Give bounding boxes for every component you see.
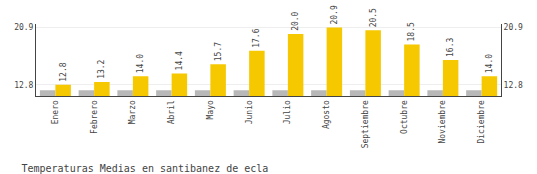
svg-text:20.9: 20.9 xyxy=(14,23,33,32)
svg-text:12.8: 12.8 xyxy=(14,81,33,90)
svg-text:Noviembre: Noviembre xyxy=(438,100,447,144)
svg-text:Septiembre: Septiembre xyxy=(361,100,370,148)
svg-text:12.8: 12.8 xyxy=(504,81,523,90)
svg-text:12.8: 12.8 xyxy=(59,62,68,81)
svg-text:Octubre: Octubre xyxy=(400,100,409,134)
svg-text:15.7: 15.7 xyxy=(214,42,223,61)
svg-text:16.3: 16.3 xyxy=(446,38,455,57)
svg-text:14.4: 14.4 xyxy=(175,51,184,70)
svg-text:18.5: 18.5 xyxy=(407,22,416,41)
svg-text:13.2: 13.2 xyxy=(97,59,106,78)
svg-text:Julio: Julio xyxy=(283,100,292,124)
svg-text:20.9: 20.9 xyxy=(330,5,339,24)
svg-text:20.5: 20.5 xyxy=(369,8,378,27)
svg-text:Enero: Enero xyxy=(51,100,60,124)
svg-text:14.0: 14.0 xyxy=(136,54,145,73)
svg-text:Febrero: Febrero xyxy=(90,100,99,134)
svg-text:Marzo: Marzo xyxy=(128,100,137,124)
svg-text:Mayo: Mayo xyxy=(206,100,215,119)
svg-text:Agosto: Agosto xyxy=(322,100,331,129)
svg-text:Junio: Junio xyxy=(245,100,254,124)
svg-text:14.0: 14.0 xyxy=(485,54,494,73)
svg-text:Diciembre: Diciembre xyxy=(477,100,486,144)
svg-text:Temperaturas Medias en santiba: Temperaturas Medias en santibanez de ecl… xyxy=(21,163,268,174)
svg-text:Abril: Abril xyxy=(167,100,176,124)
svg-text:20.0: 20.0 xyxy=(291,11,300,30)
svg-text:20.9: 20.9 xyxy=(504,23,523,32)
svg-text:17.6: 17.6 xyxy=(252,28,261,47)
